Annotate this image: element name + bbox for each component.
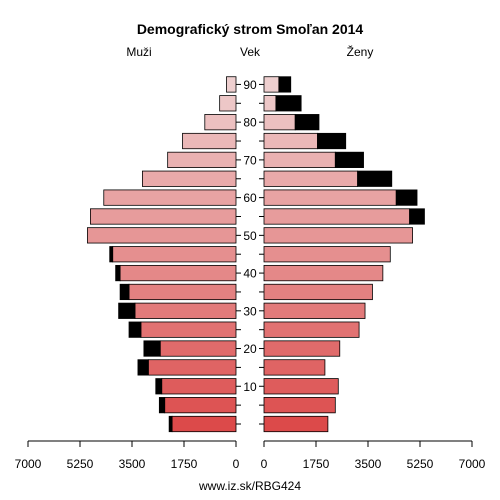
male-bar-25: [140, 321, 237, 338]
male-excess-bar-30: [118, 302, 136, 319]
male-excess-bar-20: [143, 340, 161, 357]
male-bar-70: [167, 151, 237, 168]
male-bar-60: [103, 189, 237, 206]
male-excess-bar-15: [137, 359, 149, 376]
female-x-tick-label: 1750: [303, 457, 330, 471]
male-x-tick-label: 1750: [171, 457, 198, 471]
male-bar-5: [164, 397, 237, 414]
male-bar-10: [161, 378, 237, 395]
female-x-tick-label: 3500: [355, 457, 382, 471]
male-excess-bar-5: [158, 397, 166, 414]
chart-title: Demografický strom Smoľan 2014: [137, 21, 364, 37]
male-x-tick-label: 5250: [67, 457, 94, 471]
female-excess-bar-80: [294, 114, 320, 131]
age-tick-label: 30: [243, 304, 257, 318]
male-x-tick-label: 0: [233, 457, 240, 471]
female-bar-50: [263, 227, 413, 244]
male-bar-0: [171, 415, 237, 433]
age-tick-label: 70: [243, 153, 257, 167]
age-tick-label: 40: [243, 267, 257, 281]
female-bar-85: [263, 95, 277, 112]
female-excess-bar-65: [357, 170, 393, 187]
male-bar-50: [87, 227, 237, 244]
male-bar-20: [159, 340, 237, 357]
male-x-tick-label: 3500: [119, 457, 146, 471]
center-axis-label: Vek: [240, 45, 261, 59]
female-bar-60: [263, 189, 397, 206]
left-series-label: Muži: [126, 45, 151, 59]
male-bar-90: [226, 76, 237, 93]
female-x-tick-label: 7000: [459, 457, 486, 471]
male-bar-80: [204, 114, 237, 131]
male-bar-45: [112, 246, 237, 263]
female-excess-bar-85: [275, 95, 302, 112]
female-bar-5: [263, 397, 336, 414]
male-excess-bar-0: [168, 415, 173, 433]
male-x-tick-label: 7000: [15, 457, 42, 471]
age-tick-label: 60: [243, 191, 257, 205]
axes-group: 0 0 1750 1750 3500 3500 5250 5250 7000 7000 10 20 30…: [15, 78, 486, 471]
female-excess-bar-55: [409, 208, 425, 225]
female-bar-30: [263, 302, 366, 319]
male-excess-bar-45: [109, 246, 114, 263]
female-excess-bar-60: [395, 189, 418, 206]
age-tick-label: 90: [243, 78, 257, 92]
female-bar-90: [263, 76, 280, 93]
male-excess-bar-10: [155, 378, 163, 395]
male-bar-75: [182, 132, 237, 150]
age-tick-label: 50: [243, 229, 257, 243]
female-bar-25: [263, 321, 360, 338]
female-bar-0: [263, 415, 329, 433]
female-bar-75: [263, 132, 318, 150]
footer-source: www.iz.sk/RBG424: [198, 479, 301, 493]
female-excess-bar-75: [317, 132, 347, 150]
female-bar-70: [263, 151, 336, 168]
female-bar-55: [263, 208, 411, 225]
female-excess-bar-90: [278, 76, 292, 93]
age-tick-label: 20: [243, 342, 257, 356]
male-bar-15: [147, 359, 237, 376]
bars-group: [87, 76, 425, 433]
right-series-label: Ženy: [347, 44, 374, 59]
female-bar-40: [263, 264, 384, 282]
female-excess-bar-70: [334, 151, 364, 168]
male-excess-bar-35: [119, 283, 130, 301]
female-x-tick-label: 0: [261, 457, 268, 471]
male-bar-55: [90, 208, 237, 225]
male-excess-bar-25: [128, 321, 142, 338]
female-bar-45: [263, 246, 391, 263]
female-bar-35: [263, 283, 373, 301]
male-bar-35: [128, 283, 237, 301]
female-bar-20: [263, 340, 341, 357]
male-bar-40: [119, 264, 237, 282]
female-bar-65: [263, 170, 358, 187]
age-tick-label: 80: [243, 116, 257, 130]
female-bar-15: [263, 359, 326, 376]
female-bar-80: [263, 114, 296, 131]
age-tick-label: 10: [243, 380, 257, 394]
female-bar-10: [263, 378, 339, 395]
male-bar-30: [134, 302, 237, 319]
male-bar-85: [219, 95, 237, 112]
male-bar-65: [141, 170, 237, 187]
male-excess-bar-40: [115, 264, 121, 282]
female-x-tick-label: 5250: [407, 457, 434, 471]
